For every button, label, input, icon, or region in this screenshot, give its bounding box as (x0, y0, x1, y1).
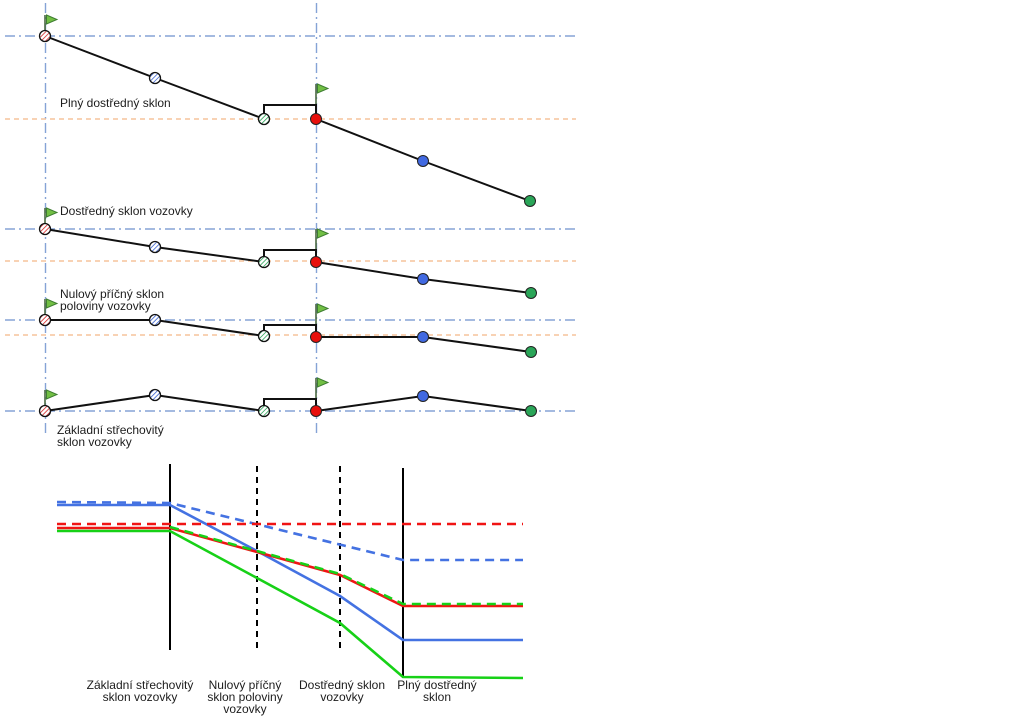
cross-section-row-dostredny-sklon-vozovky (5, 207, 576, 299)
profile-series-left-edge-theoretical (56, 500, 523, 562)
hatched-point-marker-blue (148, 313, 162, 327)
flag-pennant (317, 303, 330, 314)
profile-series-right-edge (57, 529, 524, 680)
edge-point-marker-green (525, 405, 537, 417)
hatched-point-marker-blue (148, 240, 162, 254)
median-step-line (263, 104, 317, 119)
edge-point-marker-red (310, 331, 322, 343)
edge-profile-chart-layer (56, 464, 524, 680)
section-label-plny-dostredny-sklon: Plný dostředný sklon (60, 96, 171, 110)
station-flag-icon (315, 377, 330, 398)
hatched-point-marker-blue (148, 388, 162, 402)
flag-pennant (317, 377, 330, 388)
cross-section-rows-layer (5, 14, 576, 418)
hatched-point-marker-green (257, 255, 271, 269)
section-label-dostredny-sklon-vozovky: Dostředný sklon vozovky (60, 204, 193, 218)
median-step-line (263, 249, 317, 262)
median-step-line (263, 324, 317, 337)
edge-point-marker-blue (417, 273, 429, 285)
edge-point-marker-green (525, 346, 537, 358)
flag-pennant (317, 83, 330, 94)
flag-pennant (46, 298, 59, 309)
cross-section-row-plny-dostredny-sklon (5, 14, 576, 207)
hatched-point-marker-red (38, 29, 52, 43)
hatched-point-marker-green (257, 404, 271, 418)
profile-series-left-edge (57, 503, 523, 642)
edge-point-marker-red (310, 256, 322, 268)
hatched-point-marker-red (38, 313, 52, 327)
station-flag-icon (315, 228, 330, 249)
edge-point-marker-blue (417, 390, 429, 402)
flag-pennant (46, 389, 59, 400)
cross-section-row-zakladni-strechovity-sklon (5, 377, 576, 418)
profile-series-right-edge-theoretical (169, 525, 523, 606)
stage-label-plny-dostredny: Plný dostředný sklon (397, 678, 477, 704)
hatched-point-marker-blue (148, 71, 162, 85)
flag-pennant (317, 228, 330, 239)
reference-guides-layer (44, 3, 318, 433)
flag-pennant (46, 14, 59, 25)
flag-pennant (46, 207, 59, 218)
stage-label-zakladni-strechovity: Základní střechovitý sklon vozovky (86, 678, 194, 704)
edge-point-marker-green (525, 287, 537, 299)
hatched-point-marker-green (257, 112, 271, 126)
station-flag-icon (315, 83, 330, 104)
stage-label-dostredny-sklon: Dostředný sklon vozovky (298, 678, 386, 704)
edge-point-marker-red (310, 405, 322, 417)
profile-series-axis-edge (57, 526, 523, 608)
station-flag-icon (315, 303, 330, 324)
stage-label-nulovy-pricny: Nulový příčný sklon poloviny vozovky (207, 678, 283, 716)
edge-point-marker-blue (417, 331, 429, 343)
hatched-point-marker-green (257, 329, 271, 343)
hatched-point-marker-red (38, 222, 52, 236)
edge-point-marker-green (524, 195, 536, 207)
hatched-point-marker-red (38, 404, 52, 418)
section-label-zakladni-strechovity-sklon: Základní střechovitý sklon vozovky (57, 423, 164, 449)
section-label-nulovy-pricny-sklon: Nulový příčný sklon poloviny vozovky (60, 287, 165, 313)
edge-point-marker-red (310, 113, 322, 125)
median-step-line (263, 398, 317, 411)
cross-section-row-nulovy-pricny-sklon (5, 298, 576, 358)
edge-point-marker-blue (417, 155, 429, 167)
